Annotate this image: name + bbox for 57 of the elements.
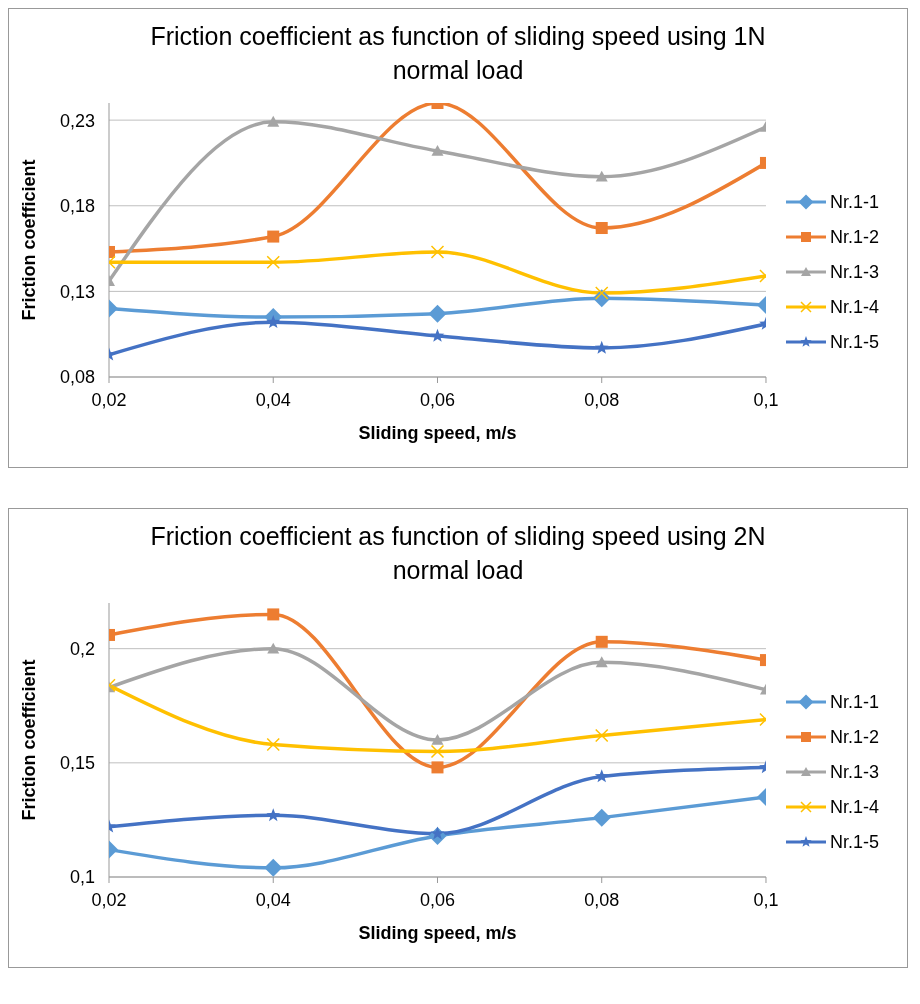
x-tick-label: 0,02 [91, 889, 127, 910]
x-tick-label: 0,06 [419, 389, 456, 410]
point [430, 744, 445, 759]
y-axis-title: Friction coefficient [19, 659, 40, 821]
y-tick-label: 0,08 [59, 367, 95, 388]
y-tick-label: 0,23 [59, 110, 95, 131]
point [431, 144, 444, 156]
legend-label: Nr.1-5 [829, 831, 879, 853]
x-tick-label: 0,06 [419, 889, 456, 910]
point [595, 170, 608, 182]
legend-label: Nr.1-2 [829, 726, 879, 748]
point [266, 255, 280, 270]
point [266, 808, 281, 822]
x-tick-label: 0,1 [753, 389, 779, 410]
y-tick-label: 0,13 [59, 281, 95, 302]
y-tick-label: 0,15 [59, 753, 95, 774]
x-tick-label: 0,08 [584, 889, 620, 910]
y-tick-label: 0,1 [69, 867, 95, 888]
point [431, 734, 444, 745]
point [595, 635, 608, 648]
point [428, 304, 447, 323]
point [264, 858, 283, 877]
legend-label: Nr.1-4 [829, 796, 879, 818]
legend-label: Nr.1-4 [829, 296, 879, 318]
legend-label: Nr.1-5 [829, 331, 879, 353]
point [594, 769, 609, 783]
point [592, 808, 611, 827]
x-tick-label: 0,02 [91, 389, 127, 410]
x-tick-label: 0,04 [255, 389, 291, 410]
point [594, 286, 609, 300]
legend-label: Nr.1-1 [829, 191, 879, 213]
point [267, 642, 280, 654]
point [430, 245, 445, 259]
chart-title: Friction coefficient as function of sliding speed using 2N normal load [149, 521, 767, 586]
x-axis-title: Sliding speed, m/s [358, 423, 517, 443]
legend-label: Nr.1-1 [829, 691, 879, 713]
y-tick-label: 0,18 [59, 196, 95, 217]
x-tick-label: 0,04 [255, 889, 291, 910]
point [431, 761, 444, 774]
point [266, 737, 280, 752]
legend-label: Nr.1-3 [829, 261, 879, 283]
legend-label: Nr.1-2 [829, 226, 879, 248]
x-axis-title: Sliding speed, m/s [358, 923, 517, 943]
point [267, 115, 280, 127]
point [594, 728, 609, 743]
chart-title: Friction coefficient as function of sliding speed using 1N normal load [149, 21, 767, 86]
point [430, 826, 445, 840]
legend-label: Nr.1-3 [829, 761, 879, 783]
point [594, 340, 609, 354]
point [266, 315, 281, 329]
point [595, 656, 608, 668]
x-tick-label: 0,08 [584, 389, 620, 410]
point [430, 328, 445, 342]
y-tick-label: 0,2 [69, 639, 95, 660]
point [267, 608, 280, 621]
x-tick-label: 0,1 [753, 889, 779, 910]
y-axis-title: Friction coefficient [19, 159, 40, 321]
